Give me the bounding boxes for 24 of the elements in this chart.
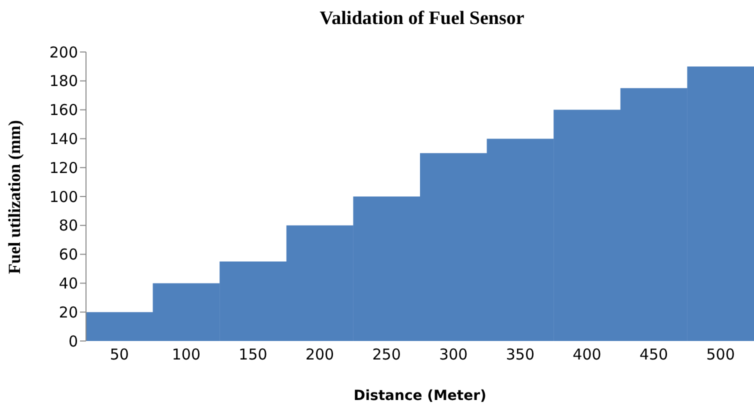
x-tick-label: 100: [172, 346, 201, 364]
y-tick-label: 160: [49, 101, 78, 120]
x-tick-label: 300: [439, 346, 468, 364]
x-tick-label: 150: [238, 346, 268, 364]
y-tick-label: 60: [58, 246, 78, 264]
y-tick-label: 120: [49, 158, 78, 177]
x-tick-label: 250: [372, 346, 401, 364]
x-tick-label: 500: [706, 346, 735, 364]
y-tick-label: 20: [58, 303, 78, 322]
y-axis-title: Fuel utilization (mm): [5, 120, 25, 274]
y-tick-label: 40: [58, 274, 78, 293]
y-tick-label: 80: [58, 216, 78, 235]
x-tick-label: 450: [639, 346, 668, 364]
x-axis-title: Distance (Meter): [352, 388, 488, 404]
x-tick-label: 400: [572, 346, 602, 364]
y-tick-label: 0: [68, 332, 78, 350]
y-tick-label: 180: [49, 72, 78, 90]
x-tick-label: 200: [305, 346, 334, 364]
y-tick-label: 200: [49, 43, 78, 62]
x-tick-label: 350: [506, 346, 535, 364]
chart-title: Validation of Fuel Sensor: [318, 8, 526, 30]
x-tick-label: 50: [110, 346, 129, 364]
y-tick-label: 100: [49, 188, 78, 206]
y-tick-label: 140: [49, 130, 78, 148]
